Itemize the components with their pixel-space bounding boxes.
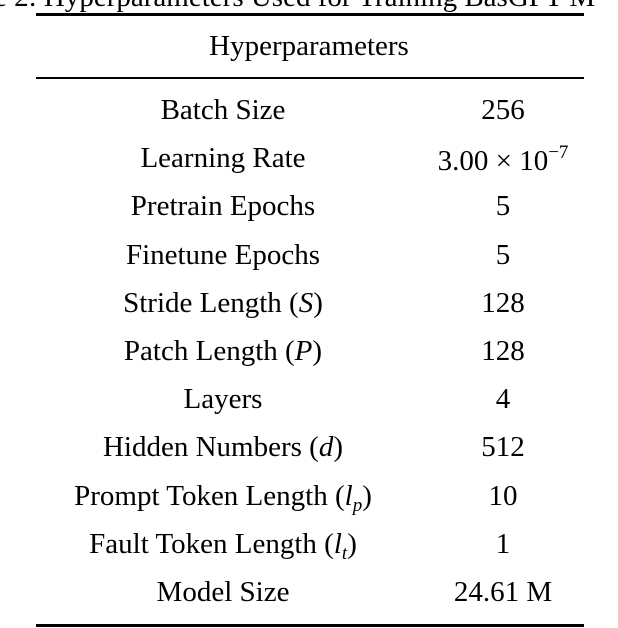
param-label: Fault Token Length (lt) [89,527,357,564]
param-name: Fault Token Length [89,527,317,560]
param-value: 1 [496,528,511,561]
param-name: Prompt Token Length [74,479,328,512]
param-value: 128 [481,335,525,368]
param-value: 5 [496,239,511,272]
param-value: 10 [489,480,518,513]
table-row: Prompt Token Length (lp) 10 [0,480,618,520]
param-name: Patch Length [123,335,278,367]
param-name: Finetune Epochs [125,238,321,271]
param-value: 4 [496,383,511,416]
table-row: Batch Size 256 [0,94,618,134]
param-symbol: P [294,335,313,367]
param-label: Prompt Token Length (lp) [74,479,372,516]
table-row: Fault Token Length (lt) 1 [0,528,618,568]
param-value: 5 [496,190,511,223]
param-label: Stride Length (S) [123,286,323,319]
param-name: Learning Rate [140,142,306,175]
param-value-text: 128 [481,286,525,319]
param-value-text: 24.61 M [453,576,553,608]
param-label: Batch Size [161,94,286,127]
param-label: Layers [184,383,263,416]
table-row: Hidden Numbers (d) 512 [0,431,618,471]
param-symbol: S [298,286,314,319]
param-label: Hidden Numbers (d) [102,431,344,464]
param-subscript: p [352,494,363,516]
table-row: Stride Length (S) 128 [0,287,618,327]
param-name: Layers [183,383,263,416]
param-name: Batch Size [160,94,286,126]
param-value-text: 512 [481,431,525,464]
param-symbol: d [318,431,334,464]
param-value: 3.00 × 10−7 [438,142,569,178]
table-row: Finetune Epochs 5 [0,239,618,279]
param-label: Finetune Epochs [126,239,320,272]
param-value-text: 5 [495,190,511,223]
param-value: 24.61 M [454,576,552,609]
param-value-exponent: −7 [548,142,569,164]
bottom-rule [36,624,584,627]
param-value: 128 [481,287,525,320]
table-row: Model Size 24.61 M [0,576,618,616]
param-label: Patch Length (P) [123,335,323,367]
param-value-text: 4 [495,383,511,416]
param-name: Pretrain Epochs [130,190,316,223]
param-value-text: 256 [481,94,525,126]
param-value-text: 5 [495,238,511,271]
table-header: Hyperparameters [209,30,409,62]
param-subscript: t [341,542,348,564]
param-value-text: 3.00 × 10 [437,145,549,178]
param-value: 512 [481,431,525,464]
param-name: Model Size [156,576,290,608]
table-caption: e 2: Hyperparameters Used for Training B… [0,0,618,14]
table-row: Learning Rate 3.00 × 10−7 [0,142,618,182]
param-value-text: 128 [481,335,525,367]
param-symbol: l [333,527,342,560]
param-label: Learning Rate [140,142,305,175]
mid-rule [36,77,584,79]
param-label: Pretrain Epochs [131,190,315,223]
param-symbol: l [344,479,353,512]
table-row: Layers 4 [0,383,618,423]
param-value-text: 1 [495,527,511,560]
table-row: Patch Length (P) 128 [0,335,618,375]
param-name: Stride Length [123,286,282,319]
param-name: Hidden Numbers [102,431,302,464]
table-row: Pretrain Epochs 5 [0,190,618,230]
param-label: Model Size [157,576,290,609]
param-value-text: 10 [488,479,518,512]
param-value: 256 [481,94,525,127]
top-rule [36,13,584,16]
